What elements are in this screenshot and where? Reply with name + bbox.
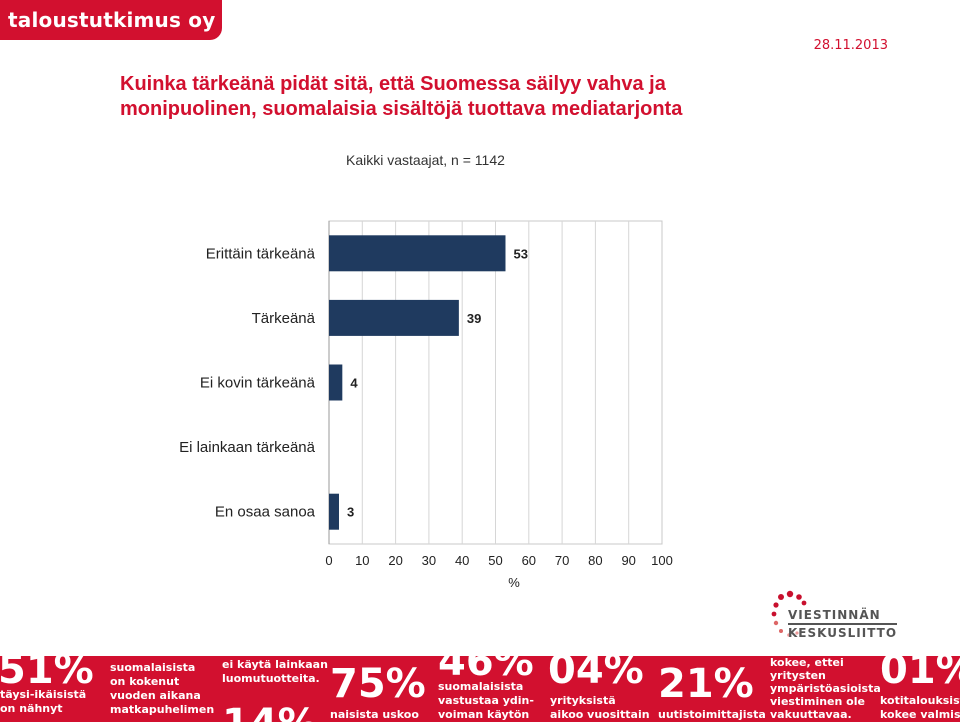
chart-title: Kuinka tärkeänä pidät sitä, että Suomess… xyxy=(120,72,820,122)
value-label: 4 xyxy=(350,376,358,391)
report-date: 28.11.2013 xyxy=(813,38,888,53)
bar-chart: 0 10 20 30 40 50 60 70 80 90 100% Erittäin tärkeänä… xyxy=(179,220,673,590)
x-tick-label: 10 xyxy=(355,553,369,568)
footer-caption: uutistoimittajista xyxy=(658,708,766,721)
x-tick-label: 60 xyxy=(522,553,536,568)
title-line-2: monipuolinen, suomalaisia sisältöjä tuot… xyxy=(120,98,683,120)
footer-figure: 21% xyxy=(658,661,754,707)
footer-figure: 51% xyxy=(0,656,94,693)
footer-caption: suomalaisista xyxy=(110,661,196,674)
footer-caption: viestiminen ole xyxy=(770,695,865,708)
dot-ring-icon xyxy=(771,590,807,637)
footer-caption: matkapuhelimen xyxy=(110,703,215,716)
footer-caption: vuoden aikana xyxy=(110,689,201,702)
footer-caption: aikoo vuosittain xyxy=(550,708,650,721)
x-tick-label: 0 xyxy=(325,553,332,568)
footer-caption: on nähnyt xyxy=(0,702,63,715)
x-tick-label: 40 xyxy=(455,553,469,568)
x-tick-label: 70 xyxy=(555,553,569,568)
x-tick-label: 20 xyxy=(388,553,402,568)
category-label: En osaa sanoa xyxy=(215,504,316,521)
footer-caption: vastustaa ydin- xyxy=(438,694,534,707)
category-label: Ei kovin tärkeänä xyxy=(200,375,316,392)
footer-caption: kotitalouksista xyxy=(880,694,960,707)
footer-caption: suomalaisista xyxy=(438,680,524,693)
logo-text: VIESTINNÄN KESKUSLIITTO xyxy=(788,608,898,641)
footer-figure: 01% xyxy=(880,656,960,693)
footer-caption: luomutuotteita. xyxy=(222,672,320,685)
bar xyxy=(329,364,343,401)
x-tick-label: 50 xyxy=(488,553,502,568)
value-label: 3 xyxy=(347,505,354,520)
footer-figure: 46% xyxy=(438,656,534,685)
footer-caption: täysi-ikäisistä xyxy=(0,688,87,701)
footer-caption: ei käytä lainkaan xyxy=(222,658,328,671)
x-tick-label: 90 xyxy=(621,553,635,568)
footer-caption: naisista uskoo xyxy=(330,708,419,721)
x-tick-label: 80 xyxy=(588,553,602,568)
value-label: 53 xyxy=(513,246,527,261)
x-axis-title: % xyxy=(508,575,520,590)
footer-caption: ympäristöasioista xyxy=(770,682,881,695)
footer-figure: 75% xyxy=(330,661,426,707)
footer-banner: 51% täysi-ikäisistä on nähnyt suomalaisi… xyxy=(0,656,960,722)
logo-line-1: VIESTINNÄN xyxy=(788,608,881,622)
footer-caption: voiman käytön xyxy=(438,708,530,721)
viestinnan-keskusliitto-logo: VIESTINNÄN KESKUSLIITTO xyxy=(770,586,942,646)
bar xyxy=(329,235,506,272)
title-line-1: Kuinka tärkeänä pidät sitä, että Suomess… xyxy=(120,73,666,95)
footer-figure: 14% xyxy=(222,702,318,722)
footer-caption: yrityksistä xyxy=(550,694,616,707)
category-label: Ei lainkaan tärkeänä xyxy=(179,439,316,456)
x-tick-label: 30 xyxy=(422,553,436,568)
value-label: 39 xyxy=(467,311,481,326)
footer-caption: yritysten xyxy=(770,669,826,682)
footer-caption: on kokenut xyxy=(110,675,180,688)
logo-line-2: KESKUSLIITTO xyxy=(788,623,898,641)
bar xyxy=(329,299,459,336)
footer-caption: kokee valmisruu- xyxy=(880,708,960,721)
bar xyxy=(329,493,339,530)
brand-logo: taloustutkimus oy xyxy=(0,0,222,40)
x-tick-label: 100 xyxy=(651,553,673,568)
chart-subtitle: Kaikki vastaajat, n = 1142 xyxy=(346,152,505,168)
category-label: Tärkeänä xyxy=(252,310,316,327)
footer-caption: kokee, ettei xyxy=(770,656,844,669)
category-label: Erittäin tärkeänä xyxy=(206,245,316,262)
footer-figure: 04% xyxy=(548,656,644,693)
footer-caption: vakuuttavaa. xyxy=(770,708,852,721)
